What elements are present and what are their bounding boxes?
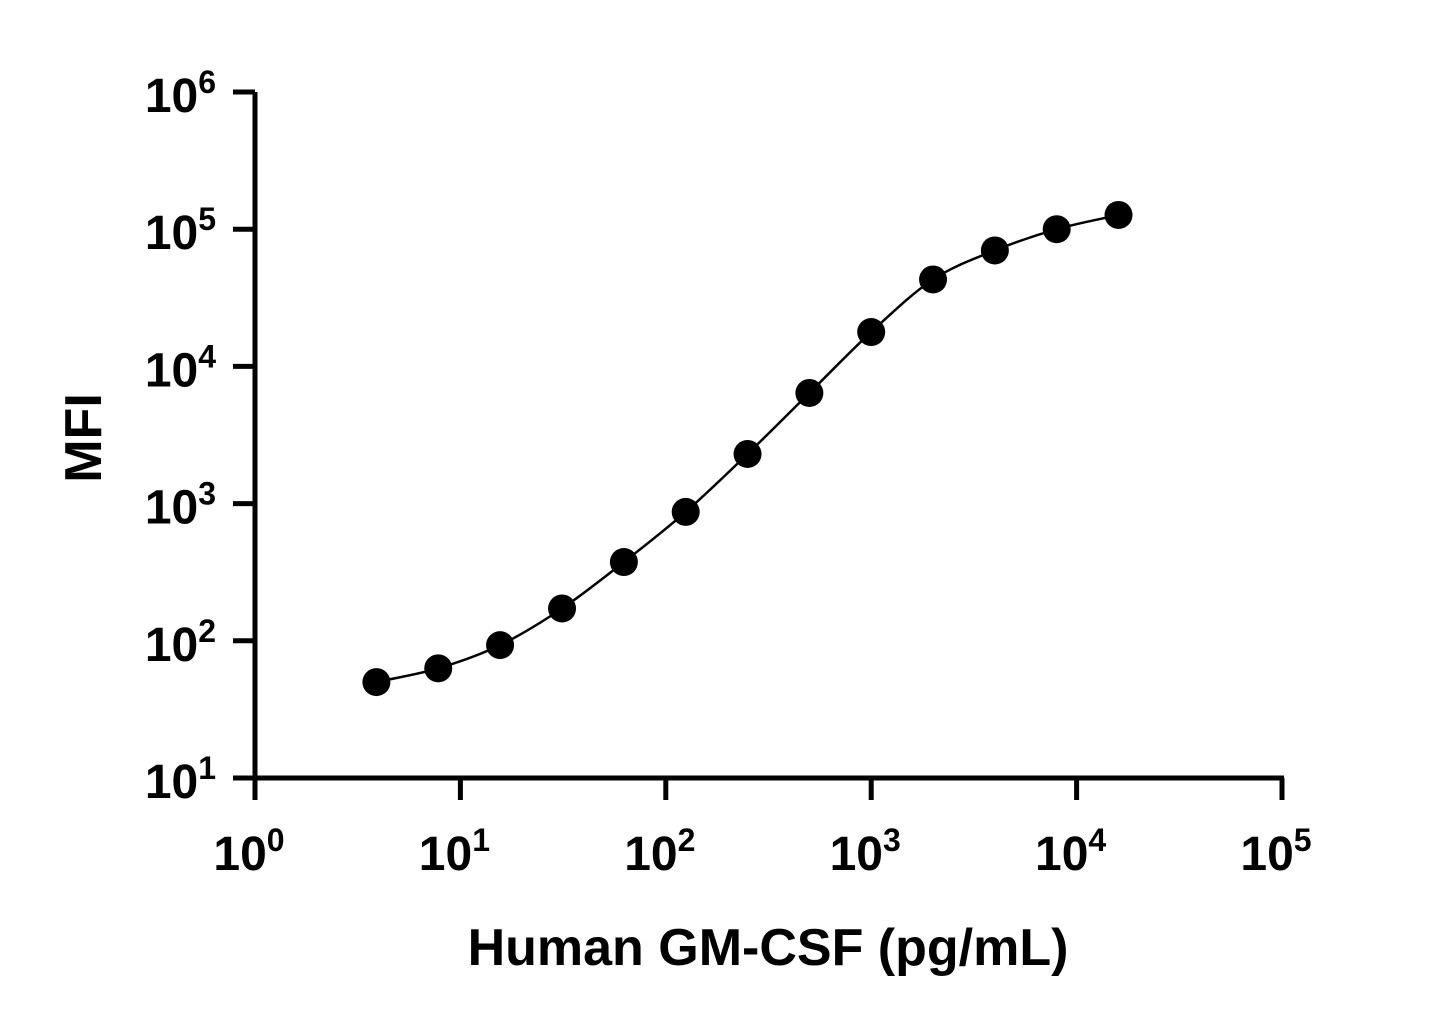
axes — [252, 92, 1284, 781]
data-point — [857, 318, 886, 347]
data-point — [609, 548, 638, 577]
x-tick-label: 103 — [830, 822, 901, 881]
data-point — [795, 378, 824, 407]
x-tick-label: 100 — [213, 822, 284, 881]
data-point — [486, 631, 515, 660]
data-point — [980, 236, 1009, 265]
x-axis-ticks: 100 101 102 103 104 105 — [213, 778, 1312, 881]
x-tick-label: 101 — [419, 822, 490, 881]
y-tick-label: 103 — [145, 476, 216, 535]
y-tick-label: 101 — [145, 750, 216, 809]
data-point — [362, 668, 391, 697]
x-tick-label: 105 — [1240, 822, 1311, 881]
data-points — [362, 200, 1133, 697]
data-point — [1042, 215, 1071, 244]
data-point — [733, 439, 762, 468]
x-axis-title: Human GM-CSF (pg/mL) — [468, 919, 1069, 977]
y-axis-ticks: 101 102 103 104 105 106 — [145, 64, 255, 809]
y-tick-label: 105 — [145, 201, 216, 260]
data-point — [548, 594, 577, 623]
x-tick-label: 104 — [1035, 822, 1106, 881]
x-tick-label: 102 — [624, 822, 695, 881]
data-point — [1104, 200, 1133, 229]
y-tick-label: 106 — [145, 64, 216, 123]
data-point — [671, 497, 700, 526]
data-point — [919, 265, 948, 294]
y-tick-label: 102 — [145, 613, 216, 672]
y-axis-title: MFI — [55, 393, 113, 483]
y-tick-label: 104 — [145, 338, 216, 397]
data-point — [424, 654, 453, 683]
